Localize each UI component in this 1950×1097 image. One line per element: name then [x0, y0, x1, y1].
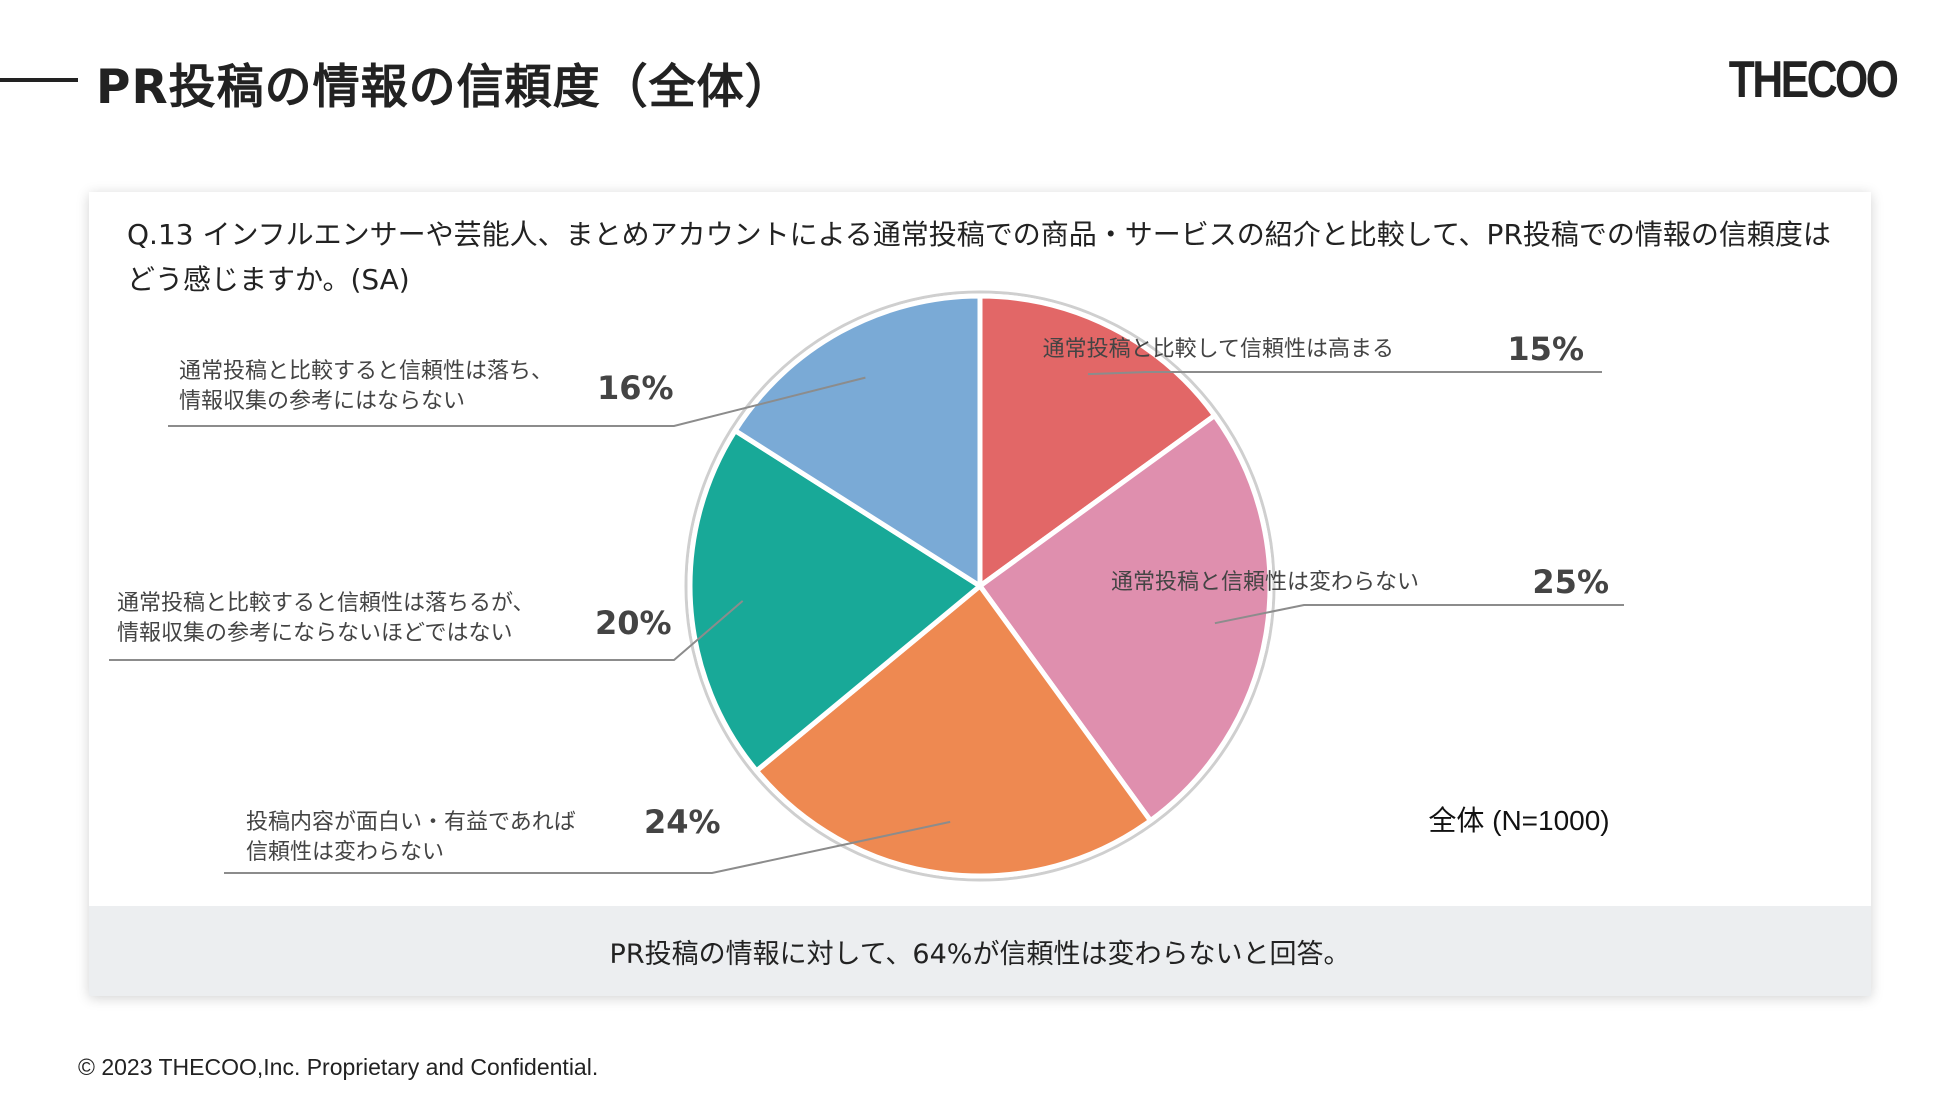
slice-label: 信頼性は変わらない: [246, 840, 444, 865]
pie-chart: 通常投稿と比較して信頼性は高まる 15% 通常投稿と信頼性は変わらない 25% 投稿内容…: [109, 290, 1624, 882]
copyright-footer: © 2023 THECOO,Inc. Proprietary and Confi…: [78, 1054, 599, 1080]
summary-text: PR投稿の情報に対して、64%が信頼性は変わらないと回答。: [609, 938, 1351, 970]
slice-label: 通常投稿と比較して信頼性は高まる: [1043, 337, 1394, 362]
sample-size-label: 全体 (N=1000): [1428, 805, 1609, 836]
page-title: PR投稿の情報の信頼度（全体）: [96, 60, 793, 115]
leader-line: [1214, 604, 1624, 625]
title-rule: [0, 78, 78, 82]
pie-slice: [977, 413, 1273, 824]
pie-slice: [977, 293, 1218, 589]
leader-line: [168, 376, 866, 427]
leader-line: [224, 820, 951, 874]
leader-line: [1087, 371, 1602, 376]
slice-percent-label: 16%: [597, 369, 674, 407]
brand-logo: THECOO: [1728, 51, 1898, 109]
slice-percent-label: 24%: [644, 803, 721, 841]
pie-slice: [754, 583, 1153, 879]
slice-label: 通常投稿と信頼性は変わらない: [1111, 570, 1419, 595]
slice-percent-label: 20%: [595, 604, 672, 642]
leader-line: [109, 600, 744, 661]
survey-question: Q.13 インフルエンサーや芸能人、まとめアカウントによる通常投稿での商品・サー…: [127, 218, 1831, 296]
slice-label: 投稿内容が面白い・有益であれば: [246, 810, 576, 835]
slice-label: 通常投稿と比較すると信頼性は落ち、: [179, 359, 553, 384]
summary-band: PR投稿の情報に対して、64%が信頼性は変わらないと回答。: [89, 906, 1871, 996]
chart-card: Q.13 インフルエンサーや芸能人、まとめアカウントによる通常投稿での商品・サー…: [89, 192, 1871, 996]
pie-slice: [687, 428, 983, 774]
slice-label: 情報収集の参考にはならない: [179, 389, 465, 414]
slice-label: 情報収集の参考にならないほどではない: [117, 621, 513, 646]
slice-label: 通常投稿と比較すると信頼性は落ちるが、: [117, 591, 535, 616]
slice-percent-label: 25%: [1532, 563, 1609, 601]
slice-percent-label: 15%: [1507, 330, 1584, 368]
